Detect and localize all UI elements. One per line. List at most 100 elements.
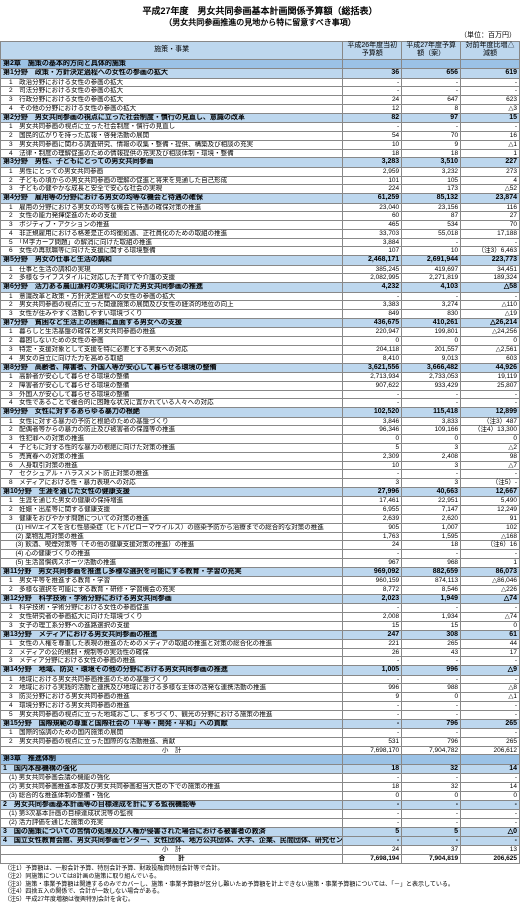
row-value: 102,520 <box>343 408 402 417</box>
row-value: 1 <box>461 558 520 567</box>
row-value: 96,346 <box>343 426 402 435</box>
row-label: 1 男女共同参画の視点に立った社会制度・慣行の見直し <box>1 123 343 132</box>
row-value: 0 <box>461 621 520 630</box>
row-label: 1 地域における男女共同参画推進のための基盤づくり <box>1 675 343 684</box>
row-value: 206,612 <box>461 746 520 755</box>
row-value: △86,046 <box>461 577 520 586</box>
row-value: 173 <box>402 185 461 194</box>
row-value: 4,103 <box>402 283 461 292</box>
table-row: 1 国際的協調のための国内施策の展開--- <box>1 729 520 738</box>
row-value: 55,018 <box>402 229 461 238</box>
row-label: 3 性犯罪への対策の推進 <box>1 435 343 444</box>
row-value: 10 <box>343 461 402 470</box>
row-value: 37 <box>402 846 461 855</box>
row-label: 第4分野 雇用等の分野における男女の均等な機会と待遇の確保 <box>1 194 343 203</box>
table-row: 第2分野 男女共同参画の視点に立った社会制度・慣行の見直し、意識の改革82971… <box>1 113 520 122</box>
row-value: 18 <box>343 764 402 773</box>
table-row: 5 男女共同参画の視点に立った地域おこし、まちづくり、観光の分野における施策の推… <box>1 710 520 719</box>
row-value: 2,082,995 <box>343 274 402 283</box>
row-value: 115,418 <box>402 408 461 417</box>
row-value: 85,132 <box>402 194 461 203</box>
table-row: 1 仕事と生活の調和の実現385,245419,69734,451 <box>1 265 520 274</box>
row-value: - <box>343 800 402 809</box>
row-value: 874,113 <box>402 577 461 586</box>
row-value: 996 <box>402 666 461 675</box>
row-value: 436,675 <box>343 319 402 328</box>
row-label: 第3章 推進体制 <box>1 755 343 764</box>
row-label: 1 政治分野における女性の参画の拡大 <box>1 78 343 87</box>
row-value: 3 <box>402 461 461 470</box>
table-row: (4) 心の健康づくりの推進--- <box>1 550 520 559</box>
row-value: 32 <box>402 783 461 792</box>
row-value: 8,772 <box>343 585 402 594</box>
row-label: (5) 生活習慣病スポーツ活動の推進 <box>1 558 343 567</box>
row-value: 227 <box>461 158 520 167</box>
row-value: - <box>343 87 402 96</box>
row-value: - <box>343 836 402 845</box>
col-header-0: 施策・事業 <box>1 42 343 60</box>
table-row: 1 高齢者が安心して暮らせる環境の整備2,713,9342,733,05319,… <box>1 373 520 382</box>
table-row: 6 女性の再就職等に向けた支援に関する環境整備10710（注3）6,463 <box>1 247 520 256</box>
row-value: 223,773 <box>461 256 520 265</box>
row-label: 1 科学技術・学術分野における女性の参画促進 <box>1 604 343 613</box>
row-value: △110 <box>461 301 520 310</box>
row-label: 2 多様なライフスタイルに対応した子育てや介護の支援 <box>1 274 343 283</box>
row-value: 44 <box>461 639 520 648</box>
row-value: - <box>402 123 461 132</box>
row-label: (1) 男女共同参画会議の機能の強化 <box>1 774 343 783</box>
table-row: 2 メディアの公的規制・規制等の実効性の確保264317 <box>1 648 520 657</box>
row-value: 534 <box>402 221 461 230</box>
table-row: 2 妊娠・出産等に関する健康支援6,9557,14712,249 <box>1 506 520 515</box>
row-value: - <box>461 710 520 719</box>
row-value: △0 <box>461 827 520 836</box>
row-value: 17 <box>461 648 520 657</box>
row-value: 2,023 <box>343 594 402 603</box>
row-value: 265 <box>461 737 520 746</box>
table-row: 3 女子の理工系分野への進路選択の支援15150 <box>1 621 520 630</box>
row-value: - <box>343 810 402 819</box>
table-row: 3 子どもの健やかな成長と安全で安心な社会の実現224173△52 <box>1 185 520 194</box>
row-label: 2 女性の能力発揮促進のための支援 <box>1 212 343 221</box>
row-value: 107 <box>343 247 402 256</box>
row-label: 第5分野 男女の仕事と生活の調和 <box>1 256 343 265</box>
row-value: 0 <box>402 693 461 702</box>
row-value: 12,667 <box>461 487 520 496</box>
row-value: 8 <box>402 104 461 113</box>
table-row: 2 司法分野における女性の参画の拡大--- <box>1 87 520 96</box>
table-row: 小 計7,698,1707,904,782206,612 <box>1 746 520 755</box>
table-row: 2 地域における実践的活動と連携及び地域における多様な主体の活発な連携活動の推進… <box>1 684 520 693</box>
row-value: - <box>461 292 520 301</box>
row-value: - <box>461 78 520 87</box>
row-value: 7,698,194 <box>343 855 402 864</box>
row-value: 17,188 <box>461 229 520 238</box>
table-row: 5 売買春への対策の推進2,3092,40898 <box>1 452 520 461</box>
row-value: 109,166 <box>402 426 461 435</box>
row-label: 3 特定・支援対象として支援を特に必要とする男女への対応 <box>1 346 343 355</box>
row-value: 25,807 <box>461 381 520 390</box>
row-label: 2 多様な選択を可能にする教育・研修・学習機会の充実 <box>1 585 343 594</box>
row-label: 1 生涯を通じた男女の健康の保持増進 <box>1 497 343 506</box>
table-row: 3 国の施策についての苦情の処理及び人権が侵害された場合における被害者の救済55… <box>1 827 520 836</box>
row-value: 0 <box>402 337 461 346</box>
table-row: (5) 生活習慣病スポーツ活動の推進9679681 <box>1 558 520 567</box>
table-row: 6 人身取引対策の推進103△7 <box>1 461 520 470</box>
row-value: 199,801 <box>402 328 461 337</box>
table-row: 2 男女共同参画基本計画等の目標達成を計にする監視機能等--- <box>1 800 520 809</box>
row-value: 796 <box>402 737 461 746</box>
table-row: 1 地域における男女共同参画推進のための基盤づくり--- <box>1 675 520 684</box>
table-row: 2 多様な選択を可能にする教育・研修・学習機会の充実8,7728,546△226 <box>1 585 520 594</box>
row-value: 2,408 <box>402 452 461 461</box>
row-label: 3 子どもの健やかな成長と安全で安心な社会の実現 <box>1 185 343 194</box>
row-value: - <box>461 399 520 408</box>
row-value: - <box>461 800 520 809</box>
row-value <box>343 59 402 68</box>
table-row: 1 雇用の分野における男女の均等な機会と待遇の確保対策の推進23,04023,1… <box>1 203 520 212</box>
table-row: 第5分野 男女の仕事と生活の調和2,468,1712,691,944223,77… <box>1 256 520 265</box>
row-label: 2 男女共同参画の視点に立った国際的な活動推進、貢献 <box>1 737 343 746</box>
row-value: △9 <box>461 666 520 675</box>
row-value: 60 <box>343 212 402 221</box>
row-value: 22,951 <box>402 497 461 506</box>
row-label: (2) 男女共同参画推進本部及び男女共同参画担当大臣の下での施策の推進 <box>1 783 343 792</box>
row-value: 33,703 <box>343 229 402 238</box>
row-label: 2 女性研究者の参画拡大に向けた環境づくり <box>1 612 343 621</box>
